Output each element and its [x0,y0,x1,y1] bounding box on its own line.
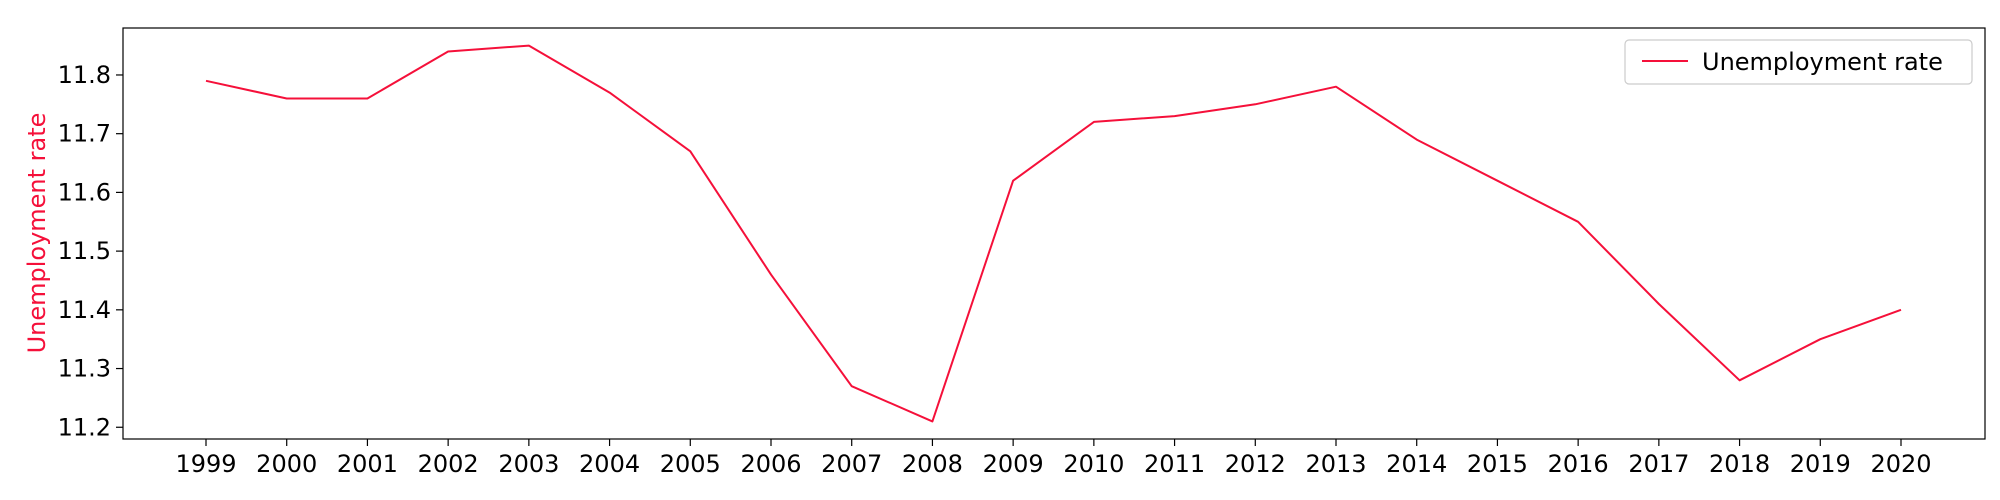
x-tick-label: 2015 [1467,450,1528,478]
series-line-unemployment-rate [205,44,1902,423]
series-layer [205,44,1902,423]
x-tick-label: 2020 [1870,450,1931,478]
y-tick-label: 11.6 [58,178,111,206]
plot-frame [122,27,1986,440]
y-tick-label: 11.8 [58,61,111,89]
y-tick-label: 11.5 [58,237,111,265]
x-tick-label: 2016 [1548,450,1609,478]
x-tick-label: 2018 [1709,450,1770,478]
x-tick-label: 2014 [1386,450,1447,478]
x-tick-label: 2004 [579,450,640,478]
x-tick-label: 2017 [1628,450,1689,478]
x-tick-label: 2006 [740,450,801,478]
y-tick-label: 11.7 [58,120,111,148]
x-tick-label: 2019 [1790,450,1851,478]
y-axis: 11.2 11.3 11.4 11.5 11.6 11.7 11.8 [58,61,123,441]
x-tick-label: 2008 [902,450,963,478]
x-tick-label: 2002 [418,450,479,478]
x-tick-label: 2005 [660,450,721,478]
x-tick-label: 2000 [256,450,317,478]
legend-label: Unemployment rate [1702,48,1943,76]
y-tick-label: 11.4 [58,296,111,324]
x-tick-label: 2013 [1305,450,1366,478]
legend: Unemployment rate [1624,39,1973,85]
x-axis: 1999 2000 2001 2002 2003 2004 2005 2006 2007 2008… [175,439,1932,478]
x-tick-label: 2007 [821,450,882,478]
x-tick-label: 2011 [1144,450,1205,478]
x-tick-label: 2003 [498,450,559,478]
legend-box [1624,39,1973,85]
y-tick-label: 11.2 [58,413,111,441]
y-tick-label: 11.3 [58,355,111,383]
x-tick-label: 2012 [1225,450,1286,478]
x-tick-label: 2010 [1063,450,1124,478]
x-tick-label: 2001 [337,450,398,478]
x-tick-label: 1999 [175,450,236,478]
x-tick-label: 2009 [983,450,1044,478]
y-axis-label: Unemployment rate [23,113,51,354]
